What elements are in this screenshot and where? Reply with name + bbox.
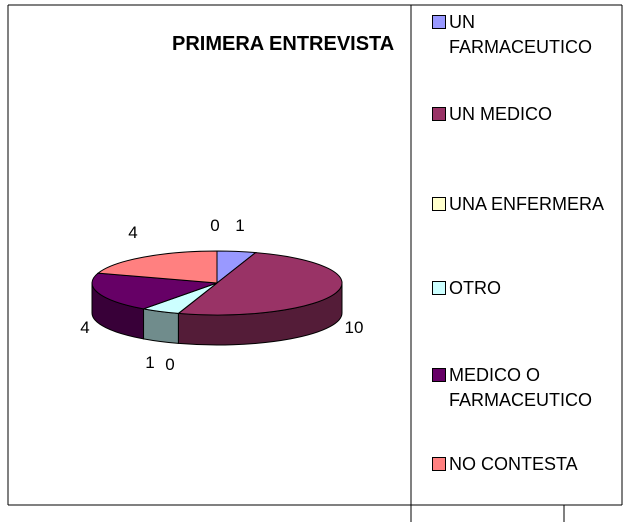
legend-label: UNA ENFERMERA (449, 194, 605, 214)
slice (177, 252, 343, 316)
legend-swatch (432, 281, 446, 295)
data-label: 4 (80, 318, 89, 337)
slice (96, 250, 218, 284)
legend-swatch (432, 457, 446, 471)
slice (91, 272, 218, 310)
legend-label: NO CONTESTA (449, 454, 578, 474)
legend-swatch (432, 15, 446, 29)
legend-label: OTRO (449, 278, 501, 298)
legend-swatch (432, 368, 446, 382)
data-label: 4 (128, 223, 137, 242)
data-label: 0 (165, 355, 174, 374)
legend: UN FARMACEUTICO UN MEDICO UNA ENFERMERA OTR… (424, 6, 614, 502)
data-label: 0 (210, 216, 219, 235)
legend-label: MEDICO O FARMACEUTICO (449, 365, 593, 410)
legend-label: UN MEDICO (449, 104, 552, 124)
data-label: 10 (345, 318, 364, 337)
data-label: 1 (235, 216, 244, 235)
slice-side (143, 308, 179, 344)
chart-title: PRIMERA ENTREVISTA (172, 33, 394, 55)
pie (91, 250, 343, 346)
legend-label: UN FARMACEUTICO (449, 12, 593, 57)
data-label: 1 (145, 353, 154, 372)
legend-swatch (432, 197, 446, 211)
legend-swatch (432, 107, 446, 121)
